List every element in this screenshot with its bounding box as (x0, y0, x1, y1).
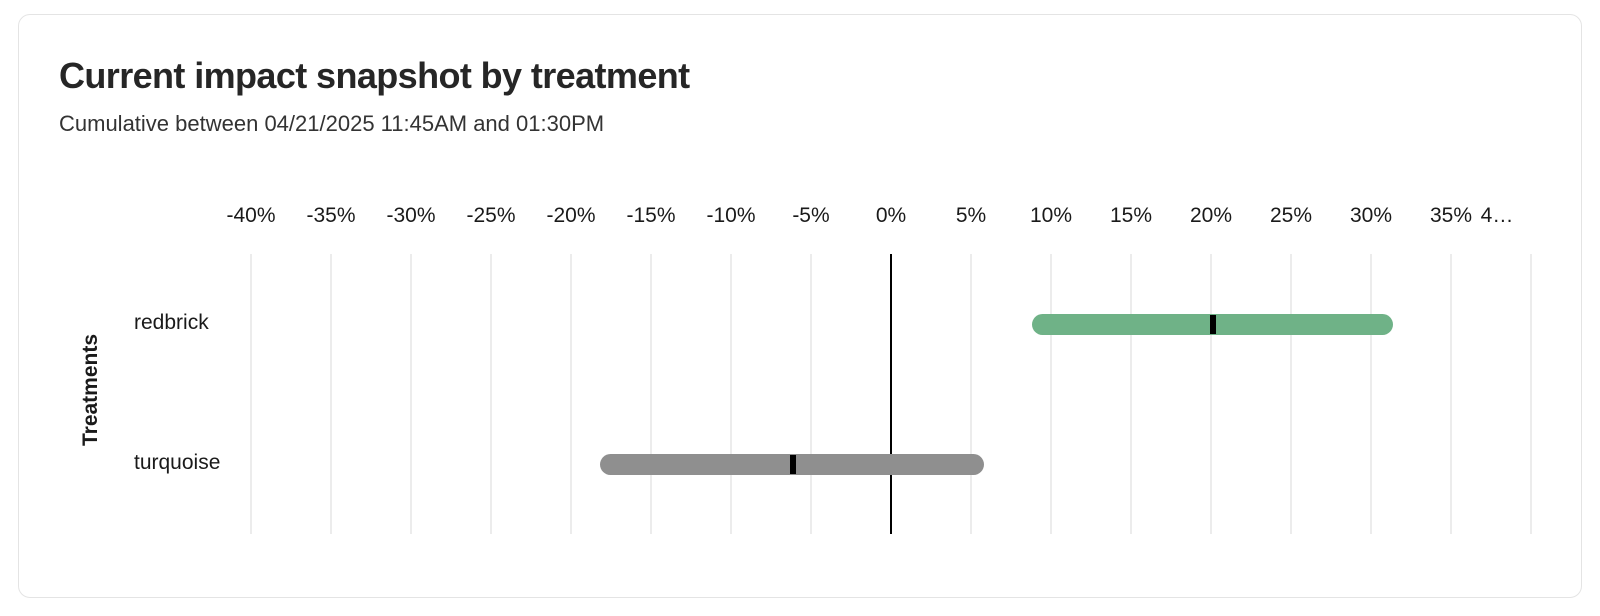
gridline (810, 254, 812, 534)
impact-chart: Treatments -40% -35% -30% -25% -20% -15% -10% -… (19, 15, 1583, 599)
zero-line (890, 254, 892, 534)
gridline (1130, 254, 1132, 534)
gridline (570, 254, 572, 534)
y-axis-title: Treatments (79, 333, 102, 447)
gridline (970, 254, 972, 534)
x-tick-label: -10% (706, 204, 756, 227)
category-label-turquoise: turquoise (134, 451, 221, 474)
gridline (1210, 254, 1212, 534)
x-tick-label: 35% (1429, 204, 1473, 227)
gridline (330, 254, 332, 534)
category-label-redbrick: redbrick (134, 311, 209, 334)
x-tick-label: 10% (1029, 204, 1073, 227)
x-tick-label: 0% (875, 204, 907, 227)
gridline (250, 254, 252, 534)
chart-card: Current impact snapshot by treatment Cum… (18, 14, 1582, 598)
gridline (410, 254, 412, 534)
x-tick-label: -5% (792, 204, 830, 227)
x-tick-label: -25% (466, 204, 516, 227)
gridline (1450, 254, 1452, 534)
gridline (730, 254, 732, 534)
chart-title: Current impact snapshot by treatment (59, 55, 690, 96)
gridline (650, 254, 652, 534)
x-tick-label: -30% (386, 204, 436, 227)
gridline (1370, 254, 1372, 534)
x-tick-label: -40% (226, 204, 276, 227)
x-tick-label: -35% (306, 204, 356, 227)
gridline (1290, 254, 1292, 534)
x-tick-label: 5% (955, 204, 987, 227)
x-tick-label: 25% (1269, 204, 1313, 227)
x-tick-label: -15% (626, 204, 676, 227)
gridline (1530, 254, 1532, 534)
x-tick-label: 4… (1480, 204, 1514, 227)
x-tick-label: 20% (1189, 204, 1233, 227)
gridline (490, 254, 492, 534)
x-tick-label: 30% (1349, 204, 1393, 227)
center-marker-redbrick (1209, 314, 1216, 334)
chart-subtitle: Cumulative between 04/21/2025 11:45AM an… (59, 111, 605, 136)
x-tick-label: 15% (1109, 204, 1153, 227)
center-marker-turquoise (790, 454, 797, 474)
gridline (1050, 254, 1052, 534)
x-tick-label: -20% (546, 204, 596, 227)
